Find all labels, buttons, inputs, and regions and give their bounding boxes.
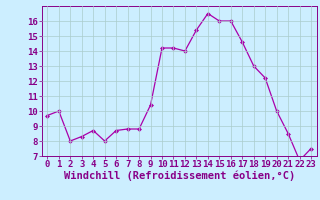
X-axis label: Windchill (Refroidissement éolien,°C): Windchill (Refroidissement éolien,°C) [64, 171, 295, 181]
